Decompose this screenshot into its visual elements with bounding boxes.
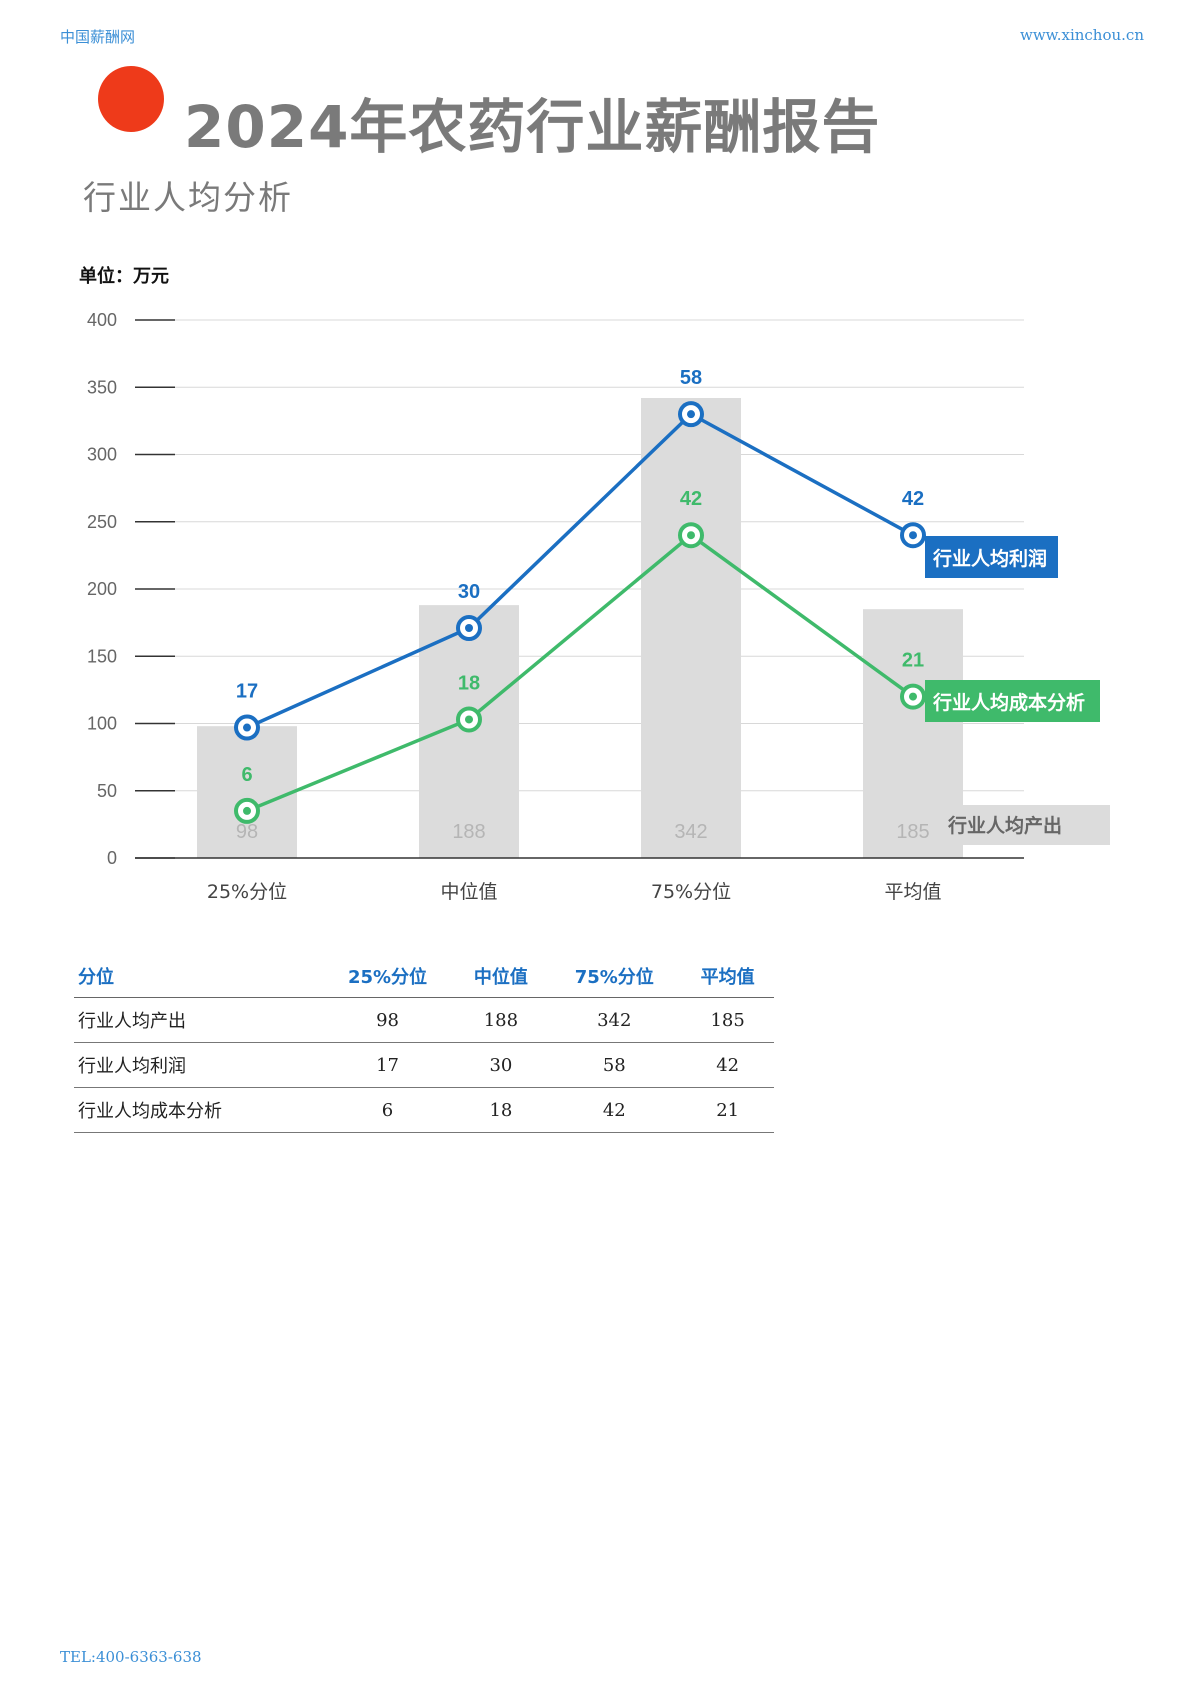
y-tick-label: 250 xyxy=(87,512,117,532)
table-cell: 58 xyxy=(547,1042,682,1088)
profit-value-label: 58 xyxy=(680,367,702,389)
output-bar xyxy=(197,726,297,858)
table-row: 行业人均产出 98 188 342 185 xyxy=(74,997,774,1043)
y-tick-label: 100 xyxy=(87,714,117,734)
table-cell: 42 xyxy=(681,1042,774,1088)
y-tick-label: 300 xyxy=(87,445,117,465)
table-body: 行业人均产出 98 188 342 185 行业人均利润 17 30 58 42 行业人均成本分析 6… xyxy=(74,997,774,1133)
table-cell: 17 xyxy=(320,1042,455,1088)
profit-line xyxy=(246,411,914,730)
legend-tag-output xyxy=(938,805,1110,845)
profit-legend-tag xyxy=(925,536,1058,578)
y-tick-label: 200 xyxy=(87,579,117,599)
bar-value-label: 342 xyxy=(674,821,707,843)
table-cell: 21 xyxy=(681,1087,774,1133)
table-cell: 行业人均产出 xyxy=(74,997,321,1043)
cost-marker-dot xyxy=(687,531,695,540)
profit-legend-label: 行业人均利润 xyxy=(932,547,1047,570)
profit-marker-dot xyxy=(243,723,251,732)
bar-value-label: 188 xyxy=(452,821,485,843)
table-cell: 342 xyxy=(547,997,682,1043)
title-dot-icon xyxy=(98,66,164,132)
y-tick-label: 150 xyxy=(87,646,117,666)
table-cell: 42 xyxy=(547,1087,682,1133)
data-table: 分位 25%分位 中位值 75%分位 平均值 行业人均产出 98 188 342 185 行业人均… xyxy=(74,955,774,1133)
x-tick-label: 25%分位 xyxy=(207,881,287,903)
y-tick-label: 50 xyxy=(97,781,117,801)
profit-marker-dot xyxy=(687,410,695,419)
table-row: 行业人均成本分析 6 18 42 21 xyxy=(74,1087,774,1133)
site-name: 中国薪酬网 xyxy=(60,28,136,46)
table-cell: 行业人均成本分析 xyxy=(74,1087,321,1133)
cost-marker-dot xyxy=(465,715,473,724)
y-tick-label: 0 xyxy=(107,848,117,868)
profit-marker-dot xyxy=(909,531,917,540)
table-cell: 188 xyxy=(454,997,548,1043)
cost-value-label: 21 xyxy=(902,650,924,672)
table-cell: 98 xyxy=(320,997,455,1043)
cost-line xyxy=(246,532,915,813)
table-cell: 6 xyxy=(320,1087,455,1133)
profit-marker-dot xyxy=(465,624,473,633)
x-tick-label: 中位值 xyxy=(440,881,497,903)
profit-value-label: 42 xyxy=(902,488,924,510)
table-cell: 18 xyxy=(454,1087,548,1133)
legend-label-output: 行业人均产出 xyxy=(947,814,1062,837)
profit-value-label: 30 xyxy=(458,581,480,603)
y-tick-label: 350 xyxy=(87,377,117,397)
cost-legend-label: 行业人均成本分析 xyxy=(932,691,1085,714)
table-header-cell: 分位 xyxy=(74,955,321,998)
bar-value-label: 185 xyxy=(896,821,929,843)
site-url[interactable]: www.xinchou.cn xyxy=(1019,26,1144,44)
section-subtitle: 行业人均分析 xyxy=(83,178,293,217)
table-cell: 行业人均利润 xyxy=(74,1042,321,1088)
report-title: 2024年农药行业薪酬报告 xyxy=(184,93,881,161)
bar-value-label: 98 xyxy=(236,821,258,843)
cost-value-label: 42 xyxy=(680,488,702,510)
cost-marker-dot xyxy=(909,692,917,701)
combo-chart: 0 50 100 150 200 250 300 350 400 98 188 342 185 25%分位… xyxy=(87,310,1110,903)
table-header-cell: 中位值 xyxy=(454,955,548,998)
cost-legend-tag xyxy=(925,680,1100,722)
table-header-cell: 75%分位 xyxy=(547,955,682,998)
table-header-cell: 平均值 xyxy=(681,955,774,998)
x-tick-label: 平均值 xyxy=(884,881,941,903)
profit-value-label: 17 xyxy=(236,681,258,703)
x-tick-label: 75%分位 xyxy=(651,881,731,903)
cost-value-label: 6 xyxy=(241,764,252,786)
unit-label: 单位：万元 xyxy=(79,266,169,287)
table-header-row: 分位 25%分位 中位值 75%分位 平均值 xyxy=(74,955,774,998)
cost-value-label: 18 xyxy=(458,672,480,694)
y-tick-label: 400 xyxy=(87,310,117,330)
table-cell: 30 xyxy=(454,1042,548,1088)
output-bar xyxy=(641,398,741,858)
table-cell: 185 xyxy=(681,997,774,1043)
footer-tel: TEL:400-6363-638 xyxy=(60,1648,202,1666)
cost-marker-dot xyxy=(243,806,251,815)
table-row: 行业人均利润 17 30 58 42 xyxy=(74,1042,774,1088)
table-header-cell: 25%分位 xyxy=(320,955,455,998)
